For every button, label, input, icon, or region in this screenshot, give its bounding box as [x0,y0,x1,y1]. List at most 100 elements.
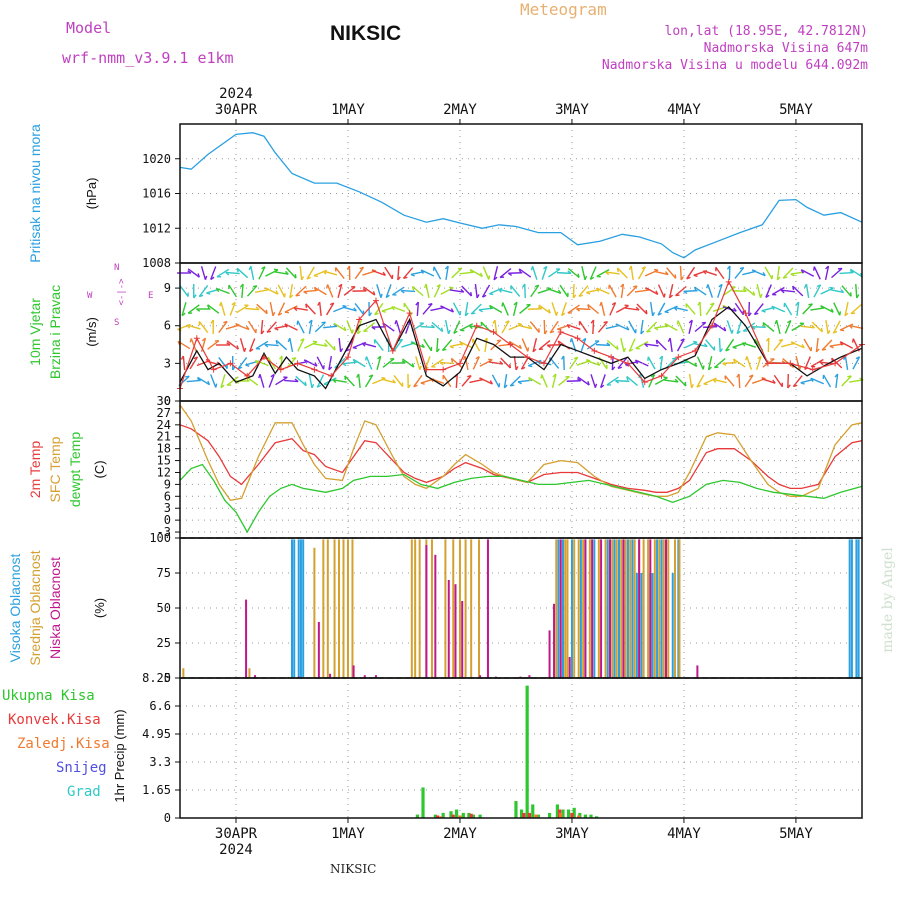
compass-south: S [114,318,119,328]
wind-arrow [323,325,338,329]
bar-mid [333,539,336,678]
wind-arrow [207,340,220,350]
wind-arrow [354,303,365,315]
bar-total [441,812,445,818]
wind-arrow [676,320,679,325]
wind-arrow [759,293,763,299]
bar-mid [444,539,447,678]
wind-arrow [372,291,376,296]
wind-arrow [181,302,187,316]
wind-arrow [337,284,343,298]
wind-arrow [790,273,795,277]
wind-arrow [272,311,276,317]
wind-arrow [795,356,801,370]
wind-arrow [810,307,825,311]
wind-arrow [447,329,451,335]
wind-arrow [647,356,656,370]
wind-arrow [189,356,199,370]
wind-arrow [696,374,705,388]
bar-high [293,539,296,678]
wind-arrow [765,284,772,298]
wind-arrow [249,348,254,353]
wind-arrow [499,268,512,278]
bar-mid [464,539,467,678]
wind-arrow [246,285,258,297]
wind-arrow [299,265,303,281]
wind-arrow [482,294,487,298]
wind-arrow [206,292,211,295]
station-coords: lon,lat (18.95E, 42.7812N) [664,24,869,39]
wind-arrow [664,379,679,383]
wind-arrow [703,343,708,348]
wind-arrow [210,374,217,388]
wind-arrow [685,303,696,315]
wind-arrow [442,348,447,351]
bar-mid [620,539,623,678]
bar-frozen [439,816,443,818]
bar-high [677,539,680,678]
wind-arrow [200,266,207,280]
x-tick-label: 4MAY [667,826,701,842]
bar-high [848,539,851,678]
wind-arrow [455,373,458,389]
wind-arrow [667,337,671,342]
wind-arrow [633,285,638,288]
wind-arrow [664,311,669,314]
wind-arrow [805,283,810,299]
wind-arrow [547,288,562,294]
series-line-speed_max [179,280,863,389]
wind-arrow [411,363,415,368]
wind-arrow [453,320,461,334]
wind-arrow [680,276,684,281]
bar-mid [470,539,473,678]
wind-arrow [377,355,382,360]
wind-arrow [772,379,776,384]
wind-arrow [239,338,246,352]
wind-arrow [784,320,792,334]
wind-arrow [626,285,638,297]
wind-max-point [244,372,251,379]
bar-mid [326,539,329,678]
wind-arrow [590,374,597,388]
bar-low [622,539,625,678]
bar-high [606,539,609,678]
wind-arrow [248,265,252,271]
wind-arrow [653,268,659,271]
wind-arrow [605,324,620,330]
bar-total [514,801,518,818]
wind-arrow [762,271,766,277]
wind-arrow [560,355,565,360]
wind-arrow [572,283,575,299]
wind-arrow [278,355,283,360]
wind-arrow [567,267,580,279]
wind-arrow [592,319,595,335]
wind-arrow [342,304,347,308]
wind-arrow [668,284,674,298]
wind-arrow [464,312,469,317]
wind-arrow [676,338,685,352]
x-tick-label: 5MAY [779,826,813,842]
wind-arrow [356,320,362,334]
wind-arrow [573,356,578,360]
wind-arrow [840,289,845,293]
panel-frame-precip [179,677,863,819]
wind-arrow [637,266,646,280]
wind-arrow [293,307,298,312]
wind-arrow [382,322,395,332]
wind-arrow [294,378,299,383]
wind-arrow [820,305,834,313]
bar-low [486,539,489,678]
y-axis-label: dewpt Temp [67,432,83,507]
wind-arrow [484,337,488,353]
wind-arrow [199,294,204,298]
wind-arrow [306,266,315,280]
wind-arrow [549,320,559,334]
wind-arrow [775,320,781,334]
wind-arrow [771,286,785,296]
wind-arrow [207,380,211,385]
x-tick-label: 3MAY [555,826,589,842]
wind-arrow [470,291,473,297]
wind-arrow [821,339,833,351]
wind-max-point [260,354,267,361]
wind-arrow [419,365,422,370]
